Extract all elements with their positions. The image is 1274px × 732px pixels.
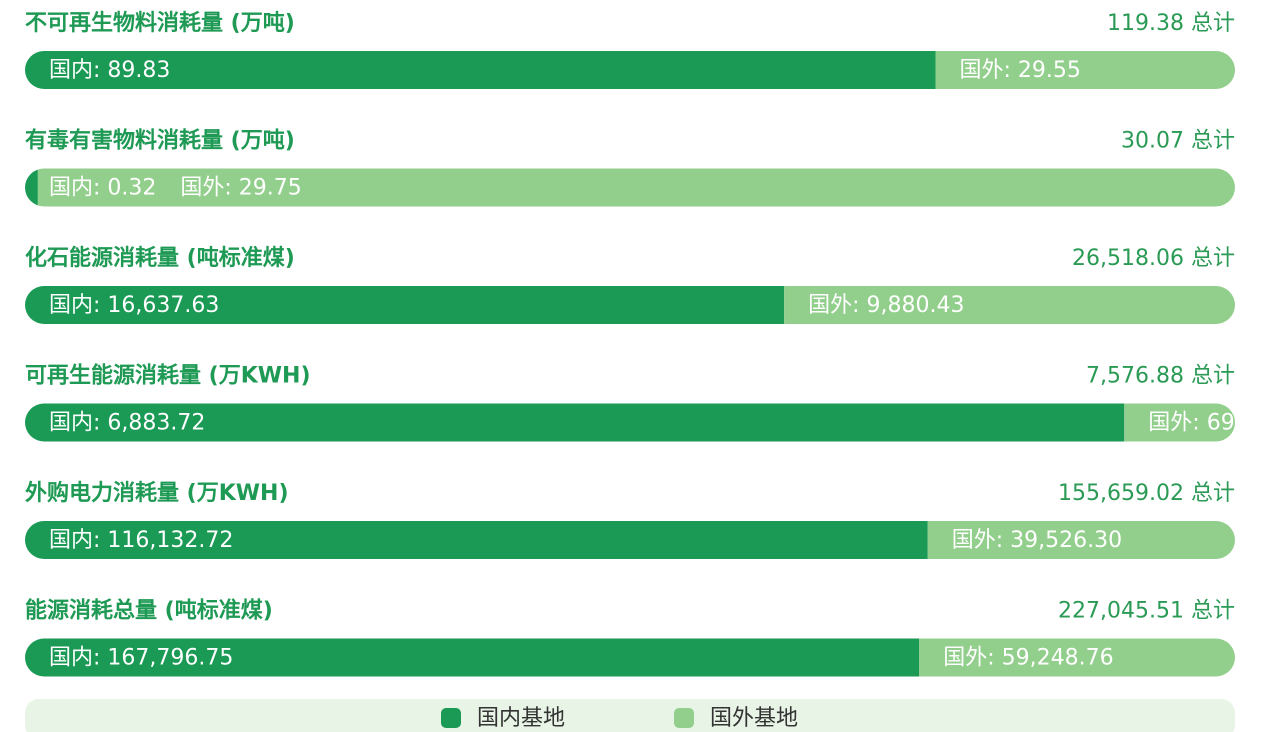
segment-label: 国内: 0.32 (49, 176, 156, 201)
segment-label: 国外: 59,248.76 (943, 646, 1113, 671)
segment-label: 国外: 39,526.30 (952, 528, 1122, 553)
bar-row (25, 403, 1235, 442)
bar-segment (927, 521, 1235, 559)
segment-label: 国内: 89.83 (49, 58, 170, 83)
bar-segment (935, 51, 1235, 89)
row-total: 227,045.51 总计 (1058, 599, 1235, 624)
row-title: 有毒有害物料消耗量 (万吨) (25, 128, 295, 154)
row-total: 30.07 总计 (1121, 129, 1235, 154)
bar-segment (25, 286, 785, 324)
row-total: 26,518.06 总计 (1072, 246, 1235, 271)
legend-label: 国内基地 (477, 706, 565, 731)
segment-label: 国外: 9,880.43 (808, 293, 964, 318)
bar-row (25, 286, 1235, 324)
segment-label: 国外: 29.75 (180, 176, 301, 201)
segment-label: 国内: 167,796.75 (49, 646, 233, 671)
row-title: 能源消耗总量 (吨标准煤) (25, 598, 273, 624)
segment-label: 国内: 6,883.72 (49, 411, 205, 436)
bar-row (25, 638, 1235, 677)
bar-segment (784, 286, 1235, 324)
bar-row (25, 521, 1235, 559)
bar-segment (919, 638, 1235, 677)
row-title: 外购电力消耗量 (万KWH) (25, 480, 289, 506)
legend-swatch (674, 708, 694, 728)
segment-label: 国内: 116,132.72 (49, 528, 233, 553)
legend-label: 国外基地 (710, 706, 798, 731)
row-total: 119.38 总计 (1107, 11, 1235, 36)
segment-label: 国外: 693.16 (1148, 411, 1274, 436)
row-title: 可再生能源消耗量 (万KWH) (25, 363, 311, 389)
row-title: 化石能源消耗量 (吨标准煤) (25, 245, 295, 271)
row-total: 155,659.02 总计 (1058, 481, 1235, 506)
bar-segment (1124, 403, 1235, 442)
bar-segment (37, 168, 1235, 207)
bar-segment (25, 51, 936, 89)
segment-label: 国内: 16,637.63 (49, 293, 219, 318)
row-title: 不可再生物料消耗量 (万吨) (25, 10, 295, 36)
bar-row (25, 51, 1235, 89)
bar-segment (25, 638, 920, 677)
bar-segment (25, 403, 1125, 442)
legend-swatch (441, 708, 461, 728)
bar-row (25, 168, 1235, 207)
bar-segment (25, 521, 928, 559)
legend-box (25, 699, 1235, 732)
bar-segment (25, 168, 38, 207)
row-total: 7,576.88 总计 (1086, 364, 1235, 389)
segment-label: 国外: 29.55 (959, 58, 1080, 83)
